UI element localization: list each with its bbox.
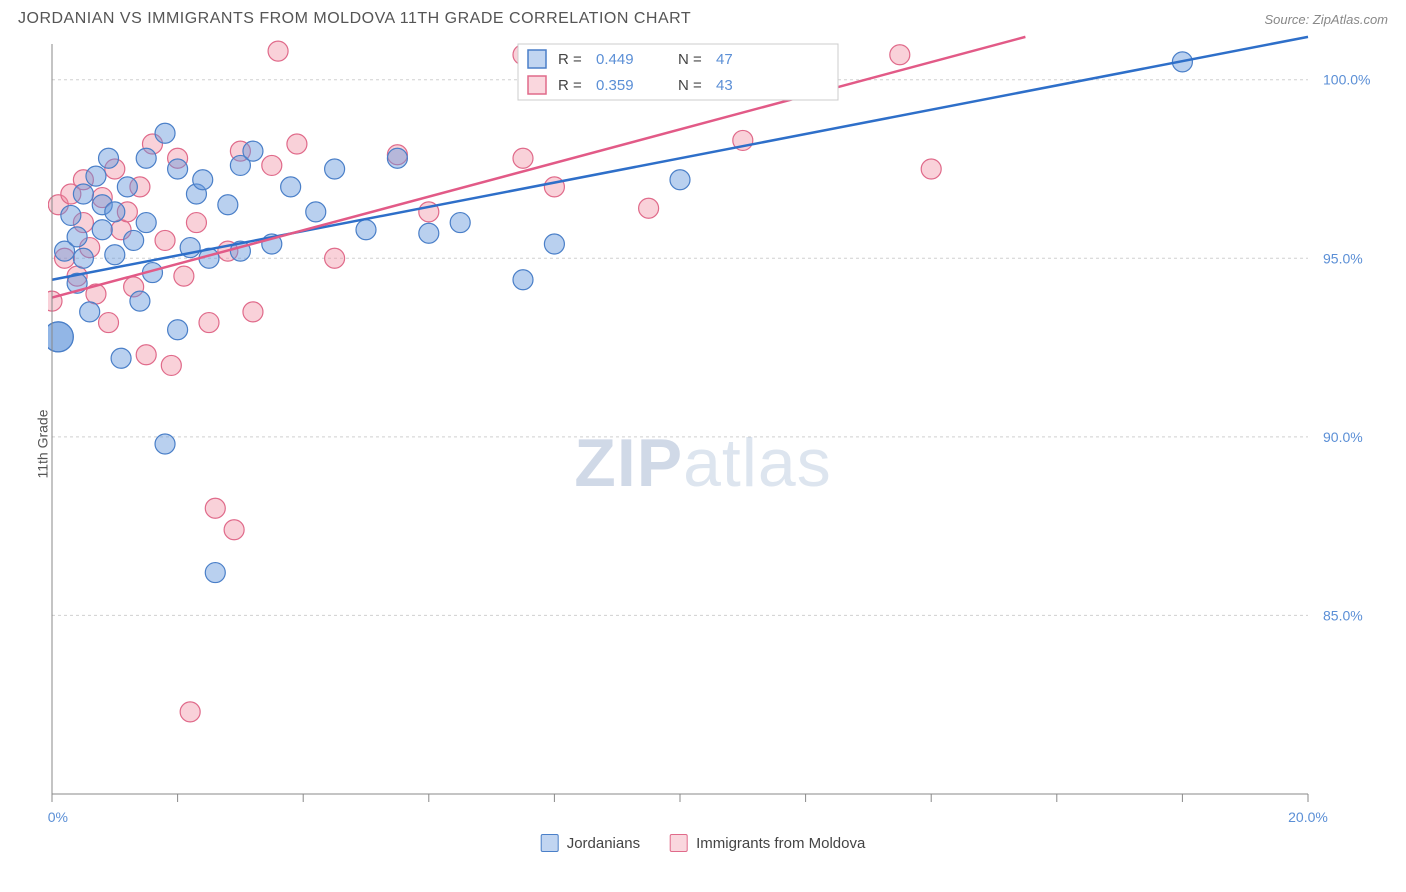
svg-text:N =: N = bbox=[678, 51, 702, 68]
legend-item-jordanians: Jordanians bbox=[541, 834, 640, 852]
chart-header: JORDANIAN VS IMMIGRANTS FROM MOLDOVA 11T… bbox=[0, 0, 1406, 34]
svg-text:95.0%: 95.0% bbox=[1323, 250, 1363, 266]
svg-text:0.0%: 0.0% bbox=[48, 809, 68, 825]
legend-label-pink: Immigrants from Moldova bbox=[696, 835, 865, 852]
chart-source: Source: ZipAtlas.com bbox=[1264, 12, 1388, 27]
chart-title: JORDANIAN VS IMMIGRANTS FROM MOLDOVA 11T… bbox=[18, 10, 691, 28]
scatter-plot: 85.0% 90.0% 95.0% 100.0% 0.0% 20.0% R = 0.449… bbox=[48, 34, 1388, 854]
svg-text:43: 43 bbox=[716, 77, 733, 94]
svg-text:N =: N = bbox=[678, 77, 702, 94]
svg-text:85.0%: 85.0% bbox=[1323, 607, 1363, 623]
legend-swatch-pink bbox=[670, 834, 688, 852]
svg-text:47: 47 bbox=[716, 51, 733, 68]
legend-swatch-blue bbox=[541, 834, 559, 852]
svg-text:100.0%: 100.0% bbox=[1323, 72, 1370, 88]
svg-text:90.0%: 90.0% bbox=[1323, 429, 1363, 445]
svg-text:20.0%: 20.0% bbox=[1288, 809, 1328, 825]
legend-label-blue: Jordanians bbox=[567, 835, 640, 852]
svg-text:0.359: 0.359 bbox=[596, 77, 634, 94]
svg-text:R =: R = bbox=[558, 51, 582, 68]
chart-container: 11th Grade 85.0%90.0%95.0%100.0% 0.0%20.… bbox=[0, 34, 1406, 854]
legend-item-moldova: Immigrants from Moldova bbox=[670, 834, 865, 852]
bottom-legend: Jordanians Immigrants from Moldova bbox=[541, 834, 866, 852]
svg-text:0.449: 0.449 bbox=[596, 51, 634, 68]
svg-text:R =: R = bbox=[558, 77, 582, 94]
